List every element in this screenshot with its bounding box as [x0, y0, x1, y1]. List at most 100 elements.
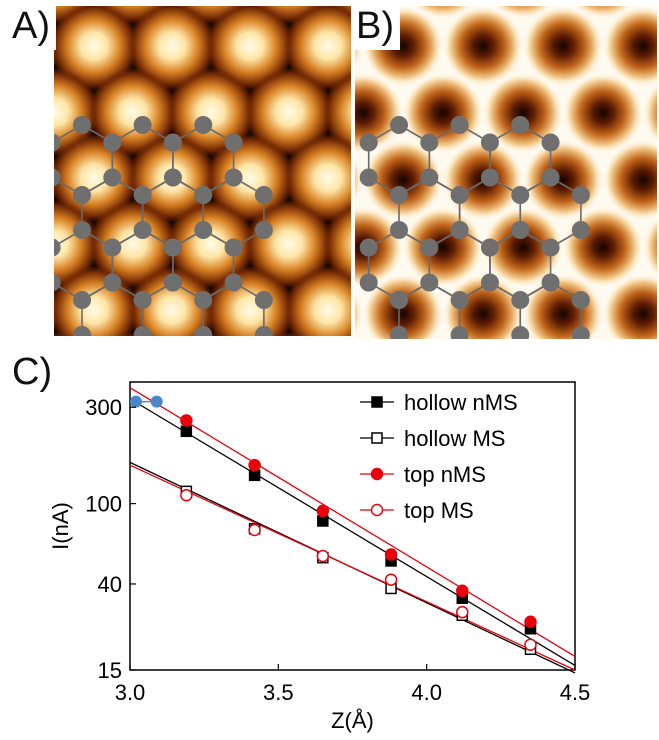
- dark-spot: [603, 6, 657, 86]
- fit-line-2: [129, 387, 576, 658]
- carbon-atom: [511, 221, 530, 239]
- stm-image-a-svg: [54, 6, 351, 336]
- carbon-atom: [571, 221, 590, 239]
- carbon-atom: [480, 238, 499, 257]
- dark-spot: [363, 140, 443, 220]
- dark-spot: [563, 73, 643, 153]
- carbon-atom: [359, 133, 378, 152]
- carbon-atom: [541, 133, 560, 152]
- bright-spot: [54, 200, 99, 288]
- data-point-series-0: [317, 515, 329, 527]
- legend-marker: [370, 467, 384, 481]
- panel-label-a: A): [8, 5, 56, 50]
- dark-spot: [603, 274, 657, 339]
- axis-ticks: 3.0 3.5 4.0 4.5 15 40 100 300: [85, 395, 590, 705]
- carbon-atom: [254, 221, 273, 239]
- data-point-series-0: [248, 469, 261, 482]
- data-point-series-2: [456, 584, 469, 598]
- carbon-atom: [73, 116, 91, 134]
- bright-spot: [245, 68, 333, 156]
- carbon-atom: [571, 291, 590, 309]
- carbon-atom: [73, 221, 91, 239]
- data-point-series-2: [316, 504, 330, 518]
- carbon-atom: [450, 116, 469, 134]
- fit-lines: [129, 387, 576, 674]
- bright-spot: [206, 6, 294, 90]
- carbon-atom: [103, 133, 122, 152]
- data-point-series-3: [456, 605, 469, 619]
- data-point-series-2: [384, 548, 398, 561]
- dark-spot: [523, 6, 603, 86]
- carbon-atom: [420, 168, 439, 187]
- carbon-atom: [194, 221, 213, 239]
- carbon-atom: [54, 238, 61, 257]
- carbon-atom: [571, 186, 590, 204]
- fit-line-0: [129, 398, 576, 667]
- carbon-atom: [541, 168, 560, 187]
- carbon-atom: [450, 326, 469, 339]
- legend-marker: [371, 396, 383, 408]
- bright-spot: [128, 266, 216, 336]
- carbon-atom: [390, 186, 408, 204]
- stm-a-spots: [54, 6, 351, 336]
- carbon-atom: [194, 291, 213, 309]
- carbon-atom: [359, 273, 378, 292]
- carbon-atom: [390, 326, 408, 339]
- bright-spot: [284, 266, 351, 336]
- carbon-atom: [133, 221, 152, 239]
- bright-spot: [284, 134, 351, 222]
- graphene-lattice-a: [54, 116, 273, 336]
- bright-spot: [323, 71, 351, 153]
- carbon-atom: [511, 186, 530, 204]
- fit-line-3: [129, 464, 576, 671]
- carbon-atom: [254, 291, 273, 309]
- bright-spot: [206, 134, 294, 222]
- carbon-atom: [103, 273, 122, 292]
- carbon-atom: [359, 238, 378, 257]
- dark-spot: [643, 216, 657, 278]
- carbon-atom: [163, 168, 182, 187]
- carbon-atom: [511, 326, 530, 339]
- dark-spot: [355, 73, 403, 153]
- legend-marker: [370, 503, 384, 517]
- data-point-series-3: [248, 523, 261, 537]
- bright-spot: [89, 200, 177, 288]
- y-axis-label: I(nA): [48, 502, 73, 550]
- carbon-atom: [420, 133, 439, 152]
- dark-spot: [563, 207, 643, 287]
- stm-image-b-svg: [355, 6, 657, 339]
- carbon-atom: [224, 238, 243, 257]
- x-tick-label: 3.0: [115, 680, 146, 705]
- carbon-atom: [163, 273, 182, 292]
- carbon-atom: [194, 186, 213, 204]
- x-tick-label: 4.5: [560, 680, 591, 705]
- carbon-atom: [54, 168, 61, 187]
- dark-spot: [355, 156, 363, 204]
- y-tick-label: 15: [98, 658, 122, 683]
- data-point-series-0: [180, 425, 193, 438]
- carbon-atom: [511, 291, 530, 309]
- data-point-series-2: [248, 458, 261, 472]
- carbon-atom: [480, 133, 499, 152]
- dark-spot: [403, 73, 483, 153]
- carbon-atom: [73, 186, 91, 204]
- legend-marker: [371, 432, 383, 444]
- carbon-atom: [571, 326, 590, 339]
- legend-label: hollow MS: [404, 426, 505, 451]
- carbon-atom: [390, 116, 408, 134]
- x-tick-label: 4.0: [411, 680, 442, 705]
- carbon-atom: [420, 273, 439, 292]
- carbon-atom: [450, 221, 469, 239]
- carbon-atom: [359, 168, 378, 187]
- bright-spot: [284, 6, 351, 90]
- carbon-atom: [390, 291, 408, 309]
- dark-spot: [603, 140, 657, 220]
- carbon-atom: [541, 238, 560, 257]
- panel-label-c: C): [12, 351, 53, 393]
- carbon-atom: [54, 273, 61, 292]
- carbon-atom: [133, 326, 152, 336]
- carbon-atom: [194, 326, 213, 336]
- dark-spot: [403, 207, 483, 287]
- dark-spot: [523, 140, 603, 220]
- legend-label: top MS: [404, 498, 474, 523]
